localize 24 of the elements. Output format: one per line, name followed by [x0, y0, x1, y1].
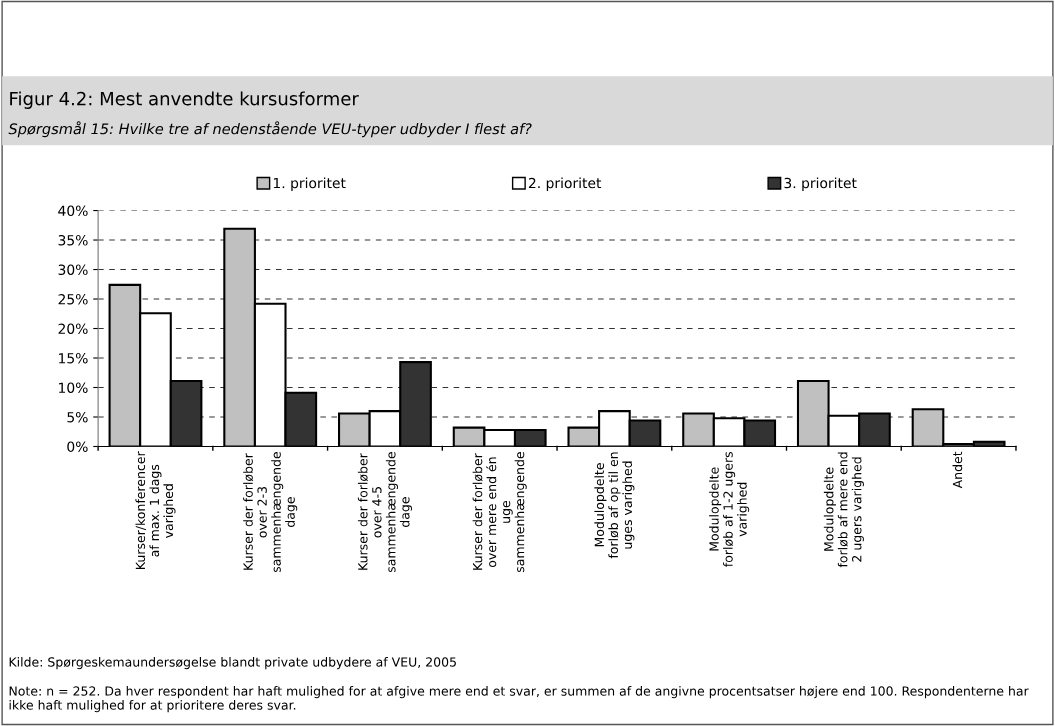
y-tick-label: 30% [58, 264, 88, 275]
y-tick-label: 10% [59, 382, 88, 393]
y-tick-label: 25% [58, 293, 88, 305]
y-tick-label: 20% [58, 323, 88, 334]
x-tick-label: Kurser der forløber over 2-3 sammenhængende dage [243, 452, 298, 573]
y-tick-label: 5% [67, 411, 88, 423]
chart-title: Figur 4.2: Mest anvendte kursusformer [10, 91, 359, 109]
y-tick-label: 15% [59, 352, 88, 364]
x-tick-label: Kurser/konferencer af max. 1 dags varighed [135, 451, 176, 569]
x-tick-label: Modulopdelte forløb af 1-2 ugers varighed [709, 451, 750, 567]
x-tick-label: Modulopdelte forløb af mere end 2 ugers varighed [823, 452, 864, 568]
x-tick-label: Andet [952, 451, 963, 489]
x-tick-label: Kurser der forløber over 4-5 sammenhængende dage [357, 452, 412, 573]
text: Kilde: Spørgeskemaundersøgelse blandt private udbydere af VEU, 2005 [9, 657, 456, 670]
x-tick-label: Modulopdelte forløb af op til en uges varighed [594, 452, 635, 559]
x-tick-label: Kurser der forløber over mere end én uge sammenhængende [472, 452, 527, 573]
legend-label: 2. prioritet [528, 177, 602, 191]
legend-label: 1. prioritet [273, 177, 346, 191]
text: Note: n = 252. Da hver respondent har haft mulighed for at afgive mere end et svar, er summen af de angivne procentsatser højere end 100. Respondenterne har ikke haft mulighed for at prioritere deres svar. [9, 686, 1029, 713]
y-tick-label: 35% [58, 235, 88, 246]
y-tick-label: 40% [58, 205, 88, 217]
legend-label: 3. prioritet [784, 177, 857, 191]
chart-subtitle: Spørgsmål 15: Hvilke tre af nedenstående VEU-typer udbyder I flest af? [8, 121, 532, 138]
y-tick-label: 0% [67, 441, 88, 452]
